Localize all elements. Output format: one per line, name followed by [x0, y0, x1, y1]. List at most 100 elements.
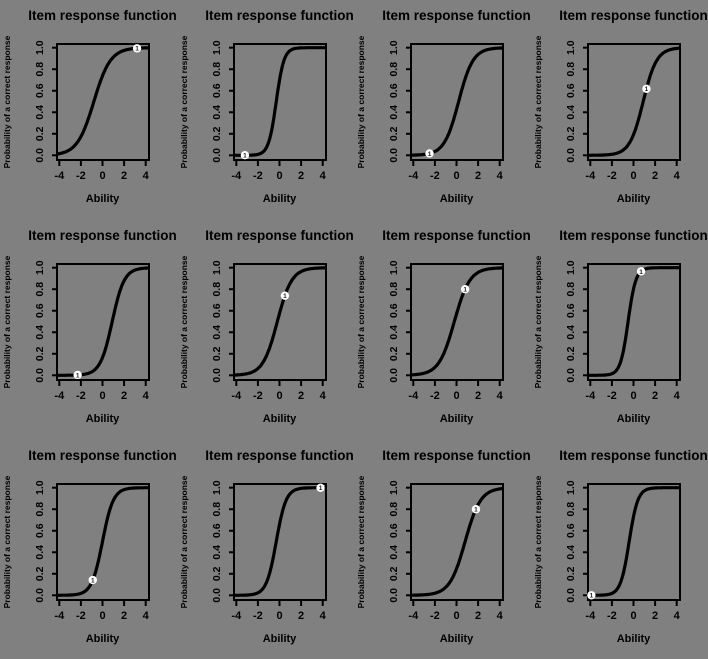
x-tick-label: 4: [143, 610, 150, 622]
x-tick-label: 4: [497, 390, 504, 402]
plot-box: [410, 263, 504, 381]
y-tick-label: 0.0: [211, 148, 223, 163]
y-tick-label: 0.6: [211, 83, 223, 98]
y-tick-label: 0.8: [34, 282, 46, 297]
irf-plot-11: Item response function -4 -2 0 2 4 0.0 0.2 0.4 0.…: [354, 440, 531, 659]
y-tick-label: 0.2: [565, 566, 577, 581]
x-tick-label: -4: [54, 610, 65, 622]
plot-title: Item response function: [382, 448, 531, 463]
irf-plot-3: Item response function -4 -2 0 2 4 0.0 0.2 0.4 0.…: [354, 0, 531, 220]
x-tick-label: -2: [607, 390, 617, 402]
person-point-marker: [132, 44, 142, 53]
person-point-label: 1: [243, 153, 247, 160]
y-tick-label: 0.8: [211, 62, 223, 77]
person-point-label: 1: [91, 577, 95, 584]
y-tick-label: 1.0: [565, 480, 577, 495]
plot-title: Item response function: [28, 448, 177, 463]
y-tick-label: 1.0: [565, 260, 577, 275]
plot-title: Item response function: [559, 228, 708, 243]
x-tick-label: 0: [453, 390, 459, 402]
x-tick-label: -4: [231, 170, 242, 182]
x-tick-label: -4: [54, 390, 65, 402]
x-axis-label: Ability: [86, 413, 120, 425]
irf-curve: [410, 266, 504, 377]
plot-box: [587, 483, 681, 601]
irf-curve: [56, 486, 150, 597]
plot-title: Item response function: [28, 228, 177, 243]
person-point-label: 1: [319, 485, 323, 492]
person-point-marker: [73, 370, 82, 380]
x-tick-label: -2: [76, 610, 86, 622]
x-tick-label: 4: [497, 170, 504, 182]
x-tick-label: -4: [585, 390, 596, 402]
x-tick-label: 4: [320, 170, 327, 182]
y-axis-label: Probability of a correct response: [356, 475, 366, 608]
x-tick-label: 0: [630, 390, 636, 402]
irf-curve: [410, 487, 504, 597]
x-tick-label: 2: [475, 390, 481, 402]
person-point-label: 1: [283, 293, 287, 300]
y-axis-label: Probability of a correct response: [356, 35, 366, 168]
y-axis-label: Probability of a correct response: [2, 35, 12, 168]
y-tick-label: 0.0: [388, 148, 400, 163]
y-tick-label: 0.8: [565, 502, 577, 517]
y-tick-label: 1.0: [388, 260, 400, 275]
y-tick-label: 0.4: [211, 105, 223, 120]
y-tick-label: 0.8: [565, 282, 577, 297]
irf-plot-4: Item response function -4 -2 0 2 4 0.0 0.2 0.4 0.…: [531, 0, 708, 220]
y-tick-label: 0.2: [388, 126, 400, 141]
y-axis-label: Probability of a correct response: [179, 35, 189, 168]
y-tick-label: 0.0: [211, 588, 223, 603]
y-tick-label: 0.2: [34, 566, 46, 581]
x-tick-label: -2: [253, 390, 263, 402]
x-axis-label: Ability: [617, 413, 651, 425]
y-tick-label: 0.4: [565, 325, 577, 340]
x-tick-label: 2: [298, 390, 304, 402]
x-tick-label: 2: [298, 170, 304, 182]
y-tick-label: 0.0: [388, 588, 400, 603]
irf-plot-8: Item response function -4 -2 0 2 4 0.0 0.2 0.4 0.…: [531, 220, 708, 440]
plot-box: [56, 43, 150, 161]
irf-plot-12: Item response function -4 -2 0 2 4 0.0 0.2 0.4 0.…: [531, 440, 708, 659]
irf-plot-7: Item response function -4 -2 0 2 4 0.0 0.2 0.4 0.…: [354, 220, 531, 440]
y-tick-label: 0.6: [34, 303, 46, 318]
y-tick-label: 0.2: [211, 566, 223, 581]
x-tick-label: 4: [320, 390, 327, 402]
y-tick-label: 0.6: [565, 523, 577, 538]
plot-title: Item response function: [382, 8, 531, 23]
x-axis-label: Ability: [263, 633, 297, 645]
irf-curve: [233, 486, 327, 597]
x-tick-label: -4: [231, 390, 242, 402]
plot-box: [410, 43, 504, 161]
x-tick-label: 2: [652, 170, 658, 182]
plot-box: [233, 483, 327, 601]
y-tick-label: 0.6: [211, 523, 223, 538]
x-axis-label: Ability: [440, 193, 474, 205]
irf-curve: [56, 266, 150, 377]
x-tick-label: -2: [76, 170, 86, 182]
y-tick-label: 0.2: [211, 346, 223, 361]
y-tick-label: 1.0: [388, 40, 400, 55]
person-point-marker: [460, 285, 470, 294]
person-point-marker: [636, 267, 646, 276]
y-tick-label: 0.4: [565, 545, 577, 560]
y-axis-label: Probability of a correct response: [179, 475, 189, 608]
x-tick-label: -4: [408, 610, 419, 622]
x-tick-label: 2: [121, 610, 127, 622]
person-point-marker: [425, 149, 434, 158]
plot-title: Item response function: [205, 228, 354, 243]
y-tick-label: 0.4: [34, 105, 46, 120]
y-tick-label: 0.2: [388, 566, 400, 581]
x-axis-label: Ability: [263, 193, 297, 205]
x-tick-label: 0: [99, 610, 105, 622]
y-tick-label: 0.8: [34, 502, 46, 517]
y-tick-label: 0.8: [388, 502, 400, 517]
plot-box: [587, 43, 681, 161]
plot-title: Item response function: [28, 8, 177, 23]
x-axis-label: Ability: [440, 633, 474, 645]
plot-title: Item response function: [205, 448, 354, 463]
y-tick-label: 0.6: [388, 83, 400, 98]
plot-title: Item response function: [559, 8, 708, 23]
